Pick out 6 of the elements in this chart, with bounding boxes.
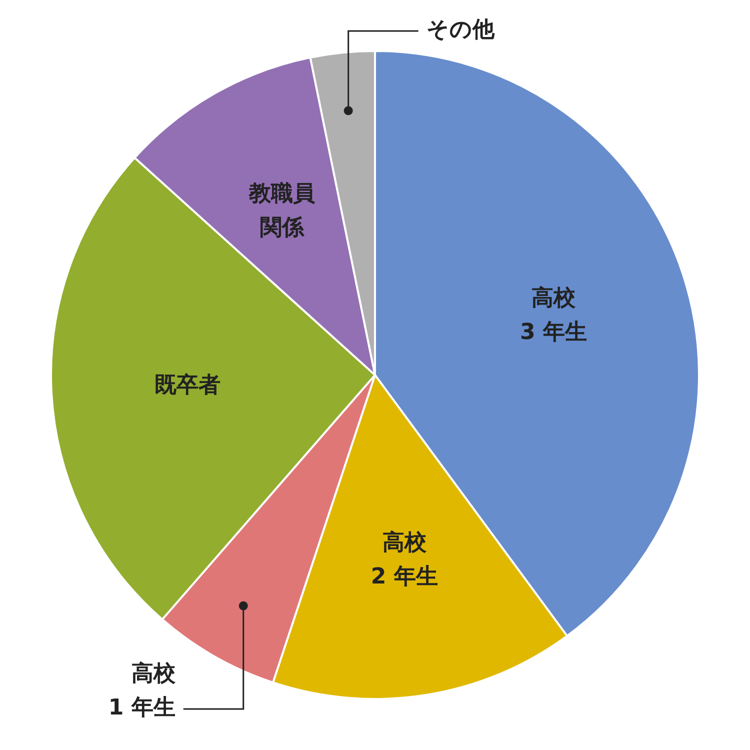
slice-label: 既卒者: [154, 372, 220, 398]
slice-label: 高校 3 年生: [520, 285, 588, 346]
slice-label: 教職員関係: [248, 181, 315, 240]
slice-label: 高校 1 年生: [108, 660, 176, 721]
slice-label: 高校 2 年生: [370, 529, 438, 590]
slice-label: その他: [426, 18, 496, 43]
